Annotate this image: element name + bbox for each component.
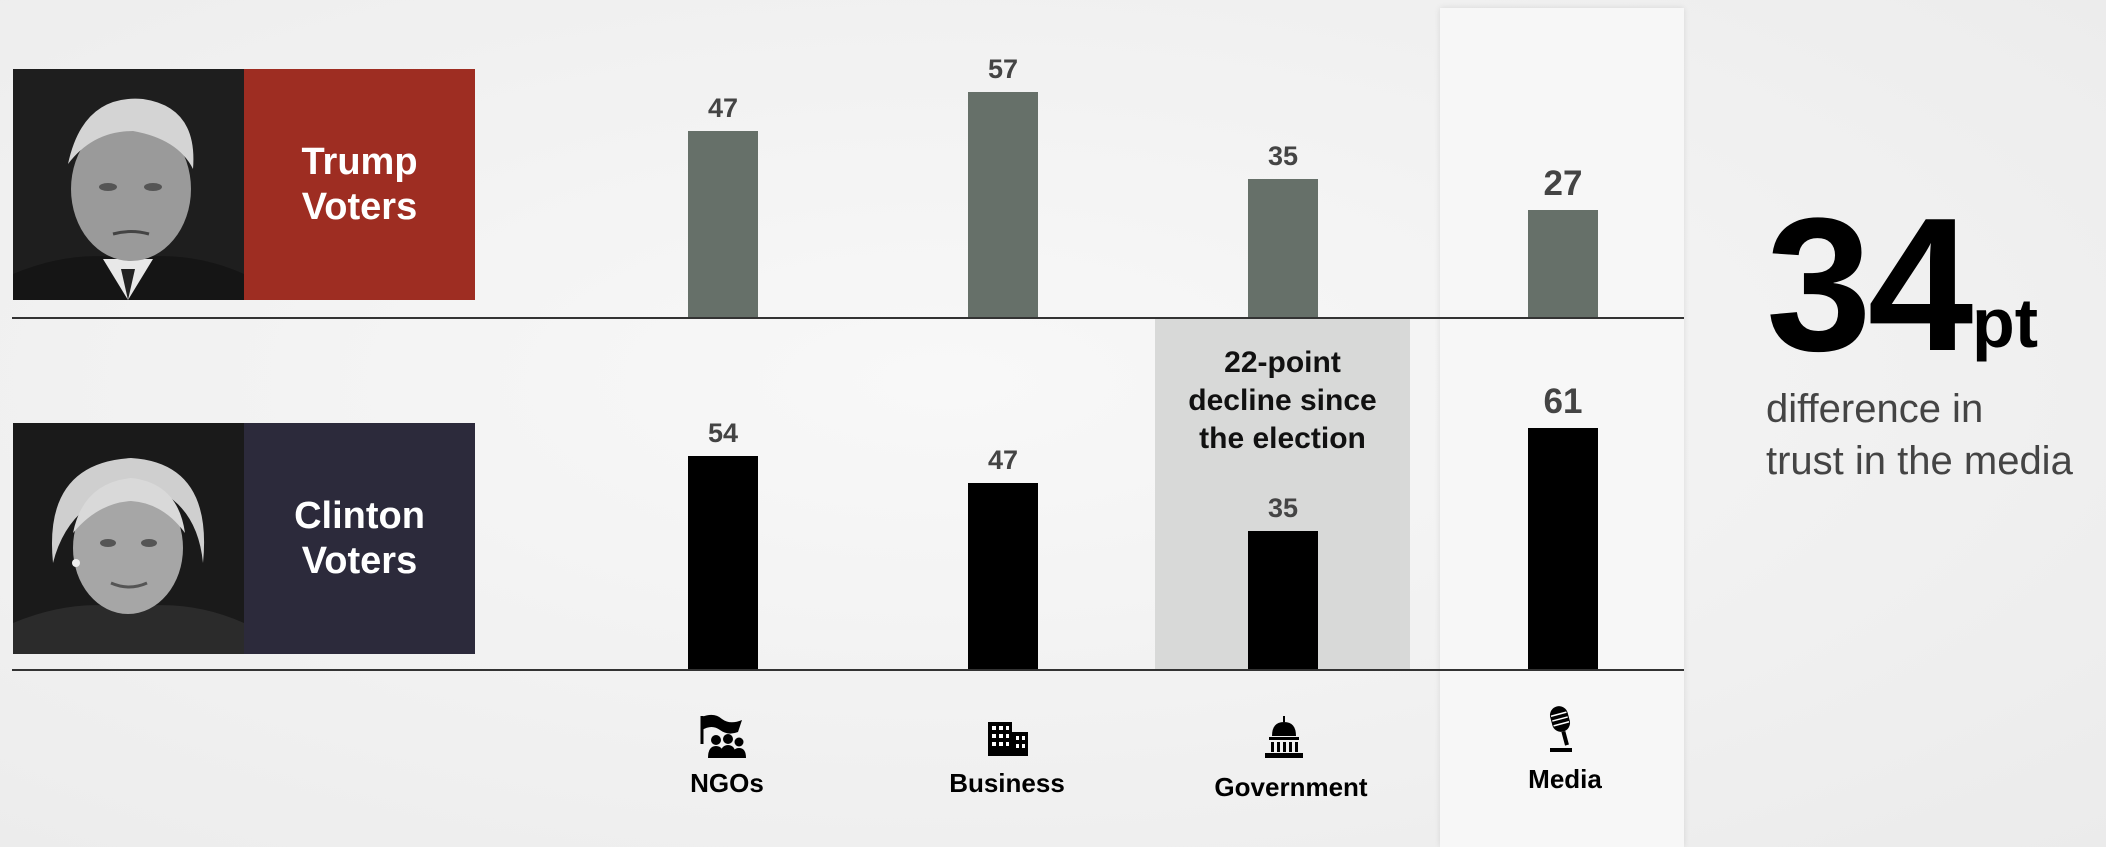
category-label-government: Government <box>1214 772 1368 802</box>
callout-number: 34 <box>1766 179 1973 391</box>
bar-clinton-media <box>1528 428 1598 669</box>
bar-trump-ngos <box>688 131 758 317</box>
clinton-portrait <box>13 423 244 654</box>
value-label-clinton-media: 61 <box>1543 382 1583 422</box>
bar-trump-government <box>1248 178 1318 317</box>
clinton-voters-label: Clinton Voters <box>244 423 475 654</box>
office-building-icon <box>988 722 1028 756</box>
value-label-trump-ngos: 47 <box>707 93 739 124</box>
category-label-media: Media <box>1528 764 1602 794</box>
value-label-trump-business: 57 <box>987 53 1019 84</box>
bar-trump-business <box>968 91 1038 317</box>
callout-unit: pt <box>1972 284 2039 362</box>
value-label-clinton-business: 47 <box>987 445 1019 476</box>
capitol-dome-icon <box>1265 716 1303 758</box>
bar-trump-media <box>1528 210 1598 317</box>
value-label-trump-media: 27 <box>1543 164 1583 204</box>
trump-baseline <box>12 317 1684 319</box>
trump-portrait <box>13 69 244 300</box>
bar-clinton-ngos <box>688 455 758 669</box>
value-label-trump-government: 35 <box>1267 140 1299 171</box>
trump-voters-label: Trump Voters <box>244 69 475 300</box>
category-label-business: Business <box>949 768 1065 798</box>
bar-clinton-business <box>968 483 1038 669</box>
callout-description: difference in trust in the media <box>1766 387 2073 483</box>
protest-flag-icon <box>700 714 746 758</box>
category-label-ngos: NGOs <box>690 768 764 798</box>
microphone-icon <box>1549 706 1572 752</box>
government-decline-annotation: 22-point decline since the election <box>1188 346 1377 455</box>
value-label-clinton-government: 35 <box>1267 492 1299 523</box>
bar-clinton-government <box>1248 530 1318 669</box>
clinton-baseline <box>12 669 1684 671</box>
value-label-clinton-ngos: 54 <box>707 417 739 448</box>
